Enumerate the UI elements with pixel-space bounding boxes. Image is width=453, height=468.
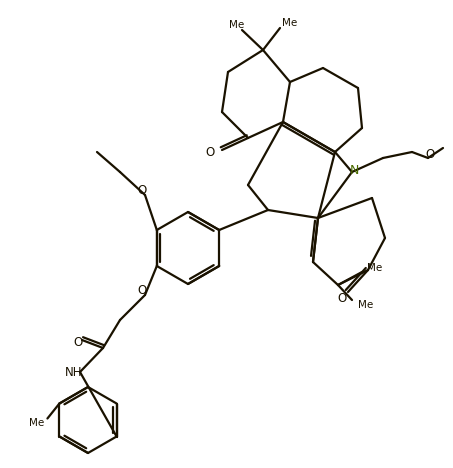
- Text: NH: NH: [65, 366, 83, 380]
- Text: Me: Me: [282, 18, 297, 28]
- Text: O: O: [337, 292, 347, 305]
- Text: O: O: [73, 336, 82, 349]
- Text: O: O: [137, 284, 147, 297]
- Text: Me: Me: [229, 20, 245, 30]
- Text: Me: Me: [29, 418, 44, 429]
- Text: Me: Me: [367, 263, 382, 273]
- Text: O: O: [137, 183, 147, 197]
- Text: N: N: [349, 163, 359, 176]
- Text: O: O: [425, 148, 434, 161]
- Text: Me: Me: [358, 300, 373, 310]
- Text: O: O: [205, 146, 215, 160]
